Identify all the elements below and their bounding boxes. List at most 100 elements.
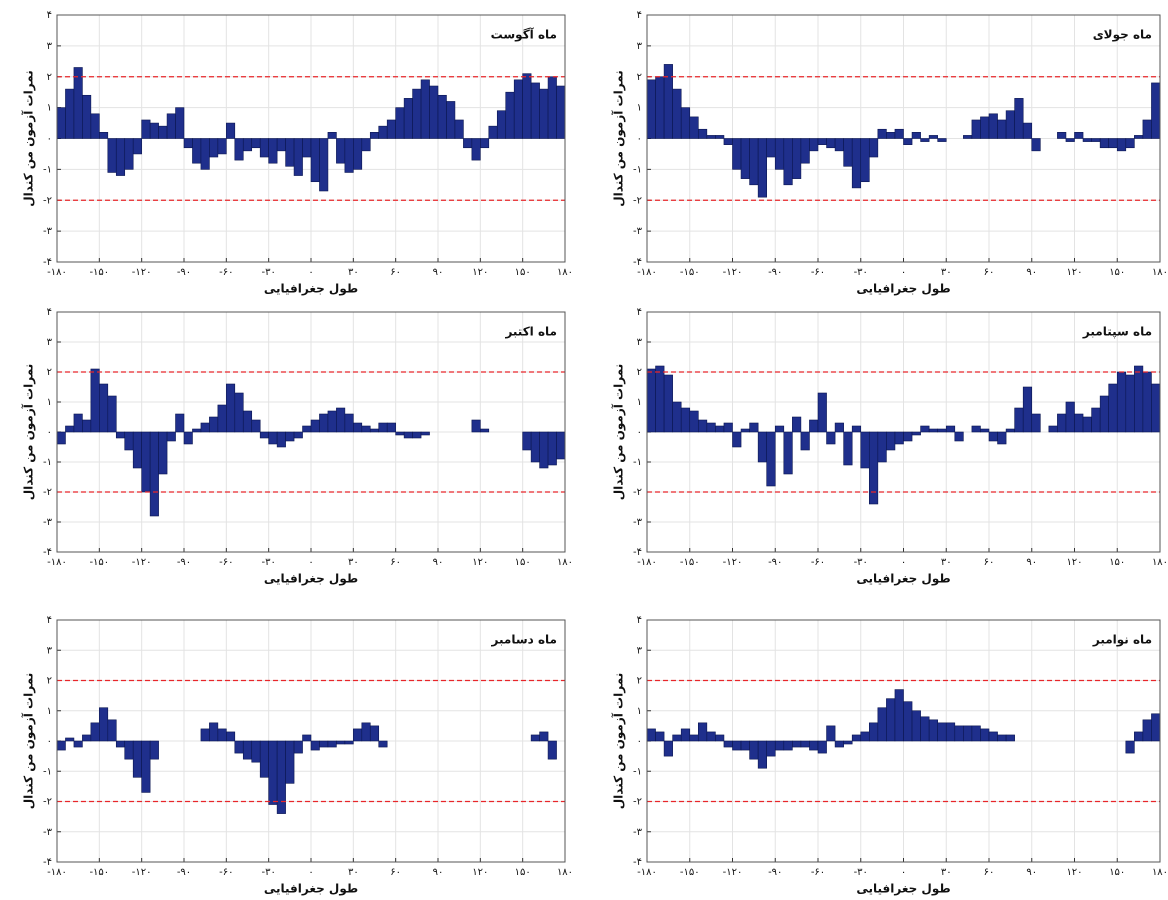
bar [353,422,363,433]
y-tick-label: -۳ [43,226,53,237]
y-tick-label: -۲ [43,797,52,808]
bar [843,138,853,167]
x-tick-label: -۱۲۰ [723,267,743,278]
bar [834,740,844,748]
bar [412,431,422,439]
y-tick-label: -۴ [633,857,642,868]
x-tick-label: -۳۰ [261,557,275,568]
bar [90,368,100,433]
bar [56,740,66,751]
bar [166,431,176,442]
x-tick-label: -۱۵۰ [89,867,109,878]
bar [429,85,439,139]
bar [124,740,134,760]
bar [90,722,100,742]
bar [980,728,990,742]
bar [530,431,540,463]
y-tick-label: ۰ [637,134,642,145]
x-tick-label: ۱۵۰ [515,267,531,278]
bar [1014,98,1024,139]
bar [547,431,557,466]
bar [556,431,566,460]
bar [149,122,159,139]
bar [680,407,691,433]
y-tick-label: ۲ [637,676,642,687]
plot-frame [56,619,566,863]
x-tick-label: -۶۰ [219,267,233,278]
bar [886,698,896,742]
bar [843,431,853,466]
x-tick-label: ۰ [308,557,313,568]
x-tick-label: ۹۰ [433,557,444,568]
bar [344,138,354,173]
bar [386,119,396,139]
x-axis-label: طول جغرافیایی [856,572,950,587]
bar [226,122,236,139]
x-tick-label: -۱۵۰ [680,267,700,278]
bar [1005,428,1015,433]
bar [851,425,862,433]
bar [1074,413,1084,433]
bar [361,425,371,433]
x-tick-label: -۶۰ [219,557,233,568]
plot-frame [646,14,1161,263]
bar [65,737,75,742]
y-tick-label: -۲ [633,487,642,498]
bar [937,428,947,433]
bar [1057,413,1067,433]
bar [749,422,759,433]
bar [689,410,699,433]
bar [175,413,185,433]
y-tick-label: ۳ [47,41,53,52]
bar [158,431,168,475]
bar [1125,138,1135,149]
bar [1134,731,1144,742]
bar [369,428,380,433]
bar [175,107,185,139]
plot-frame [646,311,1161,553]
y-tick-label: -۴ [43,257,52,268]
bar [800,138,810,164]
bar [723,138,733,145]
bar [234,392,244,433]
y-tick-label: -۱ [43,766,52,777]
bar [980,428,990,433]
x-tick-label: -۹۰ [768,557,782,568]
bar [539,431,549,469]
bar [82,734,92,742]
bar [496,110,507,139]
y-tick-label: -۲ [43,195,52,206]
bar [689,116,699,139]
bar [817,138,827,145]
y-tick-label: -۳ [633,517,643,528]
bar [868,138,879,158]
bar [851,734,862,742]
y-tick-label: -۱ [633,457,642,468]
bar [894,128,904,139]
x-tick-label: -۳۰ [854,557,868,568]
bar [877,707,887,742]
x-tick-label: -۱۸۰ [47,867,67,878]
plot-frame [646,619,1161,863]
bar [378,125,388,139]
bar [1065,401,1075,433]
bar [293,138,303,176]
x-tick-label: ۳۰ [941,867,952,878]
y-tick-label: ۱ [637,706,642,717]
chart-title: ماه آگوست [491,27,557,43]
x-tick-label: ۰ [901,267,906,278]
y-tick-label: -۳ [43,827,53,838]
bar [886,132,896,139]
y-tick-label: -۱ [633,164,642,175]
bar [826,725,836,742]
bar [73,67,83,139]
bar [997,734,1007,742]
bar [680,107,691,139]
bar [369,725,380,742]
y-axis-label: نمرات آزمون من کندال [21,364,37,501]
bar [166,113,176,139]
x-tick-label: ۶۰ [390,867,401,878]
bar [149,431,159,517]
bar [73,413,83,433]
bar [980,116,990,139]
